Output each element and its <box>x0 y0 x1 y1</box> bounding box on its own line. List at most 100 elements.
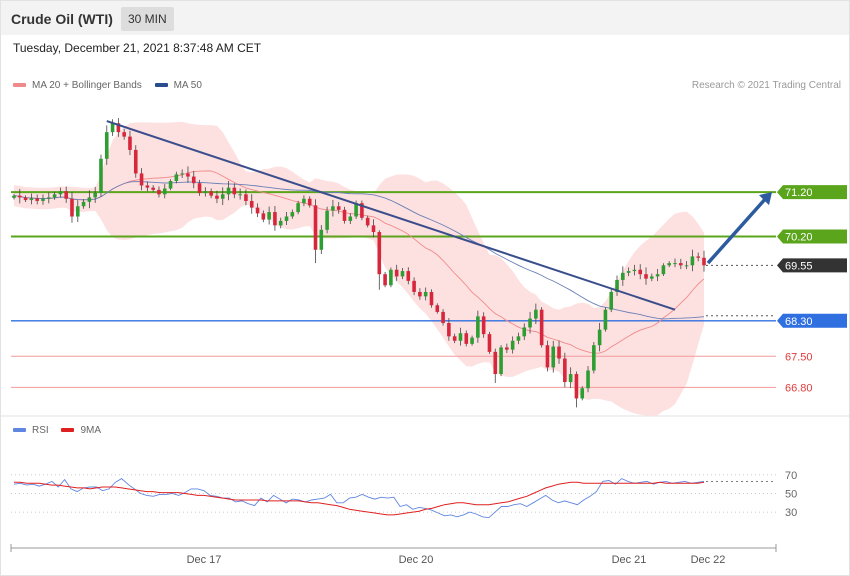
candle-body <box>592 345 596 371</box>
legend-label-ma20: MA 20 + Bollinger Bands <box>32 80 142 91</box>
candle-body <box>679 263 683 266</box>
x-tick-label-2: Dec 21 <box>612 554 647 566</box>
candle-body <box>621 272 625 280</box>
candle <box>203 187 208 197</box>
candle <box>441 309 445 326</box>
candle-body <box>162 188 167 195</box>
candle-body <box>557 346 561 359</box>
candle-body <box>586 370 590 389</box>
candle <box>336 201 341 214</box>
trend-line <box>106 120 676 311</box>
candle <box>609 289 614 313</box>
candle <box>249 194 254 214</box>
candle <box>655 269 660 282</box>
x-tick-label-0: Dec 17 <box>187 554 222 566</box>
candle <box>400 268 405 280</box>
candle-body <box>563 358 567 383</box>
candle-body <box>551 346 556 368</box>
candle <box>284 211 289 225</box>
candle <box>522 323 527 341</box>
candle <box>23 195 28 202</box>
candle <box>650 273 654 282</box>
candle-body <box>447 323 451 337</box>
candle-body <box>377 232 382 275</box>
candle <box>41 194 45 205</box>
candle <box>557 340 561 364</box>
rsi-9ma-swatch <box>61 428 75 433</box>
candle-body <box>128 136 132 150</box>
chart-datetime: Tuesday, December 21, 2021 8:37:48 AM CE… <box>13 41 262 55</box>
candle <box>307 196 312 208</box>
candle-body <box>174 174 179 181</box>
candle-body <box>406 271 411 281</box>
candle-body <box>226 187 231 195</box>
candle-body <box>626 271 631 273</box>
candle-body <box>261 213 266 220</box>
candle <box>215 190 219 204</box>
candle-body <box>290 212 295 217</box>
candle-body <box>35 198 39 201</box>
candle-body <box>191 176 196 184</box>
candle-body <box>603 309 608 330</box>
candle <box>539 307 544 348</box>
rsi-legend: RSI 9MA <box>13 425 111 436</box>
ma20-line <box>13 170 705 354</box>
candle <box>52 191 57 200</box>
candle-body <box>702 257 706 266</box>
candle <box>296 200 300 215</box>
candle <box>93 186 97 203</box>
legend-item-9ma: 9MA <box>61 425 101 436</box>
candle-body <box>267 212 271 220</box>
candle <box>505 343 509 354</box>
candle <box>46 192 51 204</box>
candle-body <box>116 123 121 133</box>
candle <box>331 199 335 217</box>
level-tag-68.30 <box>777 313 847 328</box>
candle-body <box>180 173 184 175</box>
candle-body <box>638 269 643 275</box>
timeframe-badge[interactable]: 30 MIN <box>121 7 174 31</box>
candle <box>684 261 689 270</box>
candle-body <box>412 280 416 292</box>
candle <box>186 166 190 183</box>
candle-body <box>104 132 109 159</box>
candle <box>621 266 625 286</box>
candle <box>429 289 434 308</box>
candle <box>261 210 266 223</box>
candle-body <box>232 187 237 195</box>
candle <box>580 386 585 401</box>
candle <box>592 342 596 374</box>
candle-body <box>110 123 115 133</box>
candle-body <box>75 206 80 217</box>
candle <box>145 181 150 192</box>
ma50-swatch <box>154 83 168 88</box>
candle-body <box>690 256 695 266</box>
candle <box>267 206 271 225</box>
candle-body <box>296 203 300 213</box>
candle <box>232 183 237 199</box>
candle-body <box>371 225 376 233</box>
candle <box>423 287 428 301</box>
candle-body <box>423 291 428 297</box>
rsi-tick-30: 30 <box>785 507 797 519</box>
candle-body <box>238 194 242 196</box>
candle-body <box>46 197 51 199</box>
candle-body <box>29 198 34 201</box>
candle-body <box>528 318 532 328</box>
candle <box>348 213 353 225</box>
candle <box>29 193 34 205</box>
candle-body <box>481 316 486 335</box>
candle <box>499 345 503 377</box>
candle-body <box>23 197 28 201</box>
legend-label-9ma: 9MA <box>80 425 102 436</box>
candle <box>644 267 648 285</box>
candle-body <box>464 333 469 344</box>
candle <box>615 275 619 296</box>
candle-body <box>336 206 341 210</box>
legend-item-ma50: MA 50 <box>154 80 202 91</box>
candle-body <box>418 291 422 297</box>
candle-body <box>284 216 289 221</box>
candle-body <box>684 265 689 267</box>
candle <box>342 206 347 224</box>
